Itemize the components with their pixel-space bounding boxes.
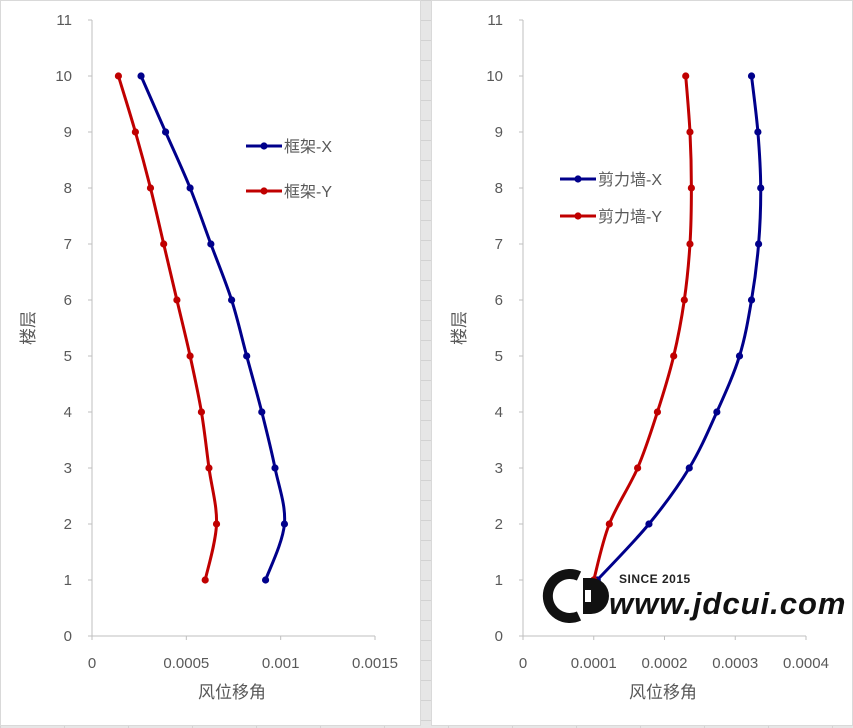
series-line-框架-X bbox=[139, 75, 287, 581]
data-point bbox=[754, 240, 763, 248]
x-tick-label: 0.0003 bbox=[712, 655, 758, 672]
y-tick-label: 2 bbox=[64, 516, 72, 533]
legend-swatch-marker bbox=[260, 187, 268, 195]
data-point bbox=[685, 464, 693, 472]
x-tick-label: 0.0001 bbox=[571, 655, 617, 672]
y-tick-label: 10 bbox=[486, 68, 503, 85]
y-tick-label: 0 bbox=[495, 628, 503, 645]
chart-left-panel bbox=[0, 0, 421, 726]
data-point bbox=[687, 184, 695, 192]
legend-label: 框架-X bbox=[284, 138, 332, 156]
x-axis-title: 风位移角 bbox=[198, 683, 266, 702]
data-point bbox=[173, 296, 181, 304]
legend-swatch-marker bbox=[260, 142, 268, 150]
y-tick-label: 1 bbox=[495, 572, 503, 589]
legend-label: 框架-Y bbox=[284, 183, 332, 201]
y-tick-label: 8 bbox=[495, 180, 503, 197]
data-point bbox=[146, 184, 155, 192]
y-tick-label: 7 bbox=[495, 236, 503, 253]
x-tick-label: 0.0005 bbox=[163, 655, 209, 672]
y-tick-label: 4 bbox=[495, 404, 503, 421]
x-tick-label: 0.0002 bbox=[642, 655, 688, 672]
data-point bbox=[686, 128, 694, 136]
y-tick-label: 6 bbox=[64, 292, 72, 309]
y-tick-label: 4 bbox=[64, 404, 72, 421]
watermark: SINCE 2015 www.jdcui.com bbox=[542, 569, 850, 623]
data-point bbox=[605, 520, 613, 528]
legend-swatch-marker bbox=[574, 212, 582, 220]
y-tick-label: 1 bbox=[64, 572, 72, 589]
data-point bbox=[137, 72, 145, 80]
y-tick-label: 11 bbox=[487, 12, 503, 29]
legend-label: 剪力墙-X bbox=[598, 171, 662, 189]
data-point bbox=[747, 72, 756, 80]
series-line-框架-Y bbox=[116, 75, 219, 581]
legend-swatch-marker bbox=[574, 175, 582, 183]
y-tick-label: 8 bbox=[64, 180, 72, 197]
data-point bbox=[160, 240, 168, 248]
data-point bbox=[757, 184, 765, 192]
data-point bbox=[670, 352, 678, 360]
data-point bbox=[228, 296, 236, 304]
data-point bbox=[747, 296, 756, 304]
chart-1: 0 1 2 3 4 5 6 7 8 9 10 11 0 0.0005 0.001 0.0015 风位移角 楼层 框架… bbox=[19, 12, 398, 702]
data-point bbox=[186, 352, 194, 360]
data-point bbox=[634, 464, 642, 472]
data-point bbox=[201, 576, 209, 584]
data-point bbox=[735, 352, 744, 360]
data-point bbox=[271, 464, 279, 472]
y-tick-label: 9 bbox=[64, 124, 72, 141]
watermark-url: www.jdcui.com bbox=[609, 586, 847, 621]
chart-right-panel bbox=[431, 0, 853, 726]
y-tick-label: 2 bbox=[495, 516, 503, 533]
y-axis-title: 楼层 bbox=[19, 311, 38, 345]
y-tick-label: 7 bbox=[64, 236, 72, 253]
y-tick-label: 5 bbox=[64, 348, 72, 365]
series-line-剪力墙-Y bbox=[592, 75, 693, 581]
x-tick-label: 0 bbox=[519, 655, 527, 672]
x-axis-title: 风位移角 bbox=[629, 683, 697, 702]
y-tick-label: 5 bbox=[495, 348, 503, 365]
data-point bbox=[754, 128, 762, 136]
data-point bbox=[680, 296, 688, 304]
x-tick-label: 0.0015 bbox=[352, 655, 398, 672]
x-tick-label: 0.0004 bbox=[783, 655, 829, 672]
series-line-剪力墙-X bbox=[596, 75, 763, 582]
data-point bbox=[186, 184, 194, 192]
y-tick-label: 10 bbox=[55, 68, 72, 85]
data-point bbox=[653, 408, 662, 416]
data-point bbox=[197, 408, 206, 416]
data-point bbox=[131, 128, 139, 136]
y-axis-title: 楼层 bbox=[450, 311, 469, 345]
x-tick-label: 0.001 bbox=[262, 655, 300, 672]
data-point bbox=[713, 408, 721, 416]
data-point bbox=[207, 240, 215, 248]
y-tick-label: 9 bbox=[495, 124, 503, 141]
data-point bbox=[114, 72, 123, 80]
data-point bbox=[682, 72, 690, 80]
data-point bbox=[261, 576, 270, 584]
y-tick-label: 3 bbox=[495, 460, 503, 477]
watermark-logo-icon bbox=[542, 569, 609, 623]
legend-label: 剪力墙-Y bbox=[598, 208, 662, 226]
data-point bbox=[212, 520, 221, 528]
x-tick-label: 0 bbox=[88, 655, 96, 672]
watermark-since: SINCE 2015 bbox=[619, 572, 691, 586]
data-point bbox=[205, 464, 213, 472]
data-point bbox=[258, 408, 266, 416]
data-point bbox=[280, 520, 289, 528]
y-tick-label: 0 bbox=[64, 628, 72, 645]
data-point bbox=[686, 240, 694, 248]
y-tick-label: 6 bbox=[495, 292, 503, 309]
data-point bbox=[243, 352, 251, 360]
data-point bbox=[645, 520, 653, 528]
y-tick-label: 11 bbox=[56, 12, 72, 29]
data-point bbox=[161, 128, 170, 136]
y-tick-label: 3 bbox=[64, 460, 72, 477]
